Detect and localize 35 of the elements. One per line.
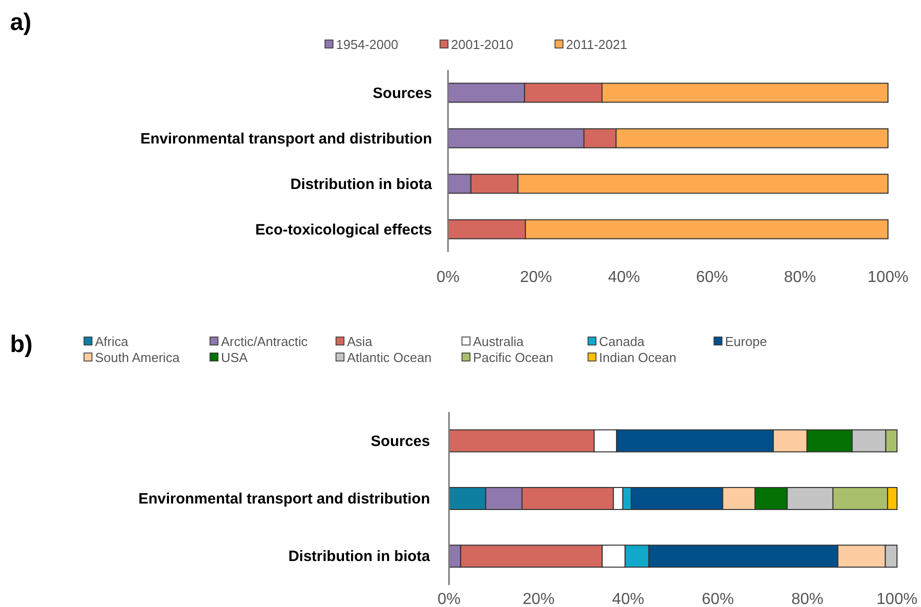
legend-label: Europe [725, 334, 767, 349]
x-tick-label: 100% [876, 591, 918, 607]
x-tick-label: 0% [437, 591, 461, 607]
legend-label: 2001-2010 [451, 37, 514, 52]
text: a) [10, 9, 32, 36]
legend-label: Asia [347, 334, 374, 349]
x-tick-label: 20% [520, 269, 552, 286]
legend-label: Indian Ocean [599, 350, 676, 365]
y-tick-label: Distribution in biota [288, 548, 431, 566]
x-tick-label: 60% [696, 269, 728, 286]
x-tick-label: 80% [784, 269, 816, 286]
x-tick-label: 80% [791, 591, 824, 607]
text: b) [10, 331, 33, 358]
x-tick-label: 60% [702, 591, 734, 607]
legend-label: Pacific Ocean [473, 350, 554, 365]
y-tick-label: Distribution in biota [290, 176, 433, 193]
x-tick-label: 40% [612, 591, 644, 607]
x-tick-label: 20% [522, 591, 555, 607]
y-tick-label: Eco-toxicological effects [255, 221, 432, 238]
legend-label: South America [95, 350, 180, 365]
y-tick-label: Environmental transport and distribution [140, 130, 432, 148]
x-tick-label: 40% [608, 269, 640, 286]
legend-label: 1954-2000 [336, 37, 398, 52]
x-tick-label: 100% [868, 269, 908, 286]
x-tick-label: 0% [436, 269, 460, 286]
legend-label: Arctic/Antractic [221, 334, 308, 349]
legend-label: USA [221, 350, 248, 365]
y-tick-label: Sources [372, 84, 432, 102]
legend-label: Canada [599, 334, 646, 349]
legend-label: Africa [95, 334, 129, 349]
y-tick-label: Environmental transport and distribution [138, 490, 430, 508]
legend-label: Atlantic Ocean [347, 350, 432, 365]
legend-label: 2011-2021 [566, 37, 628, 52]
legend-label: Australia [473, 334, 524, 349]
y-tick-label: Sources [370, 432, 430, 450]
